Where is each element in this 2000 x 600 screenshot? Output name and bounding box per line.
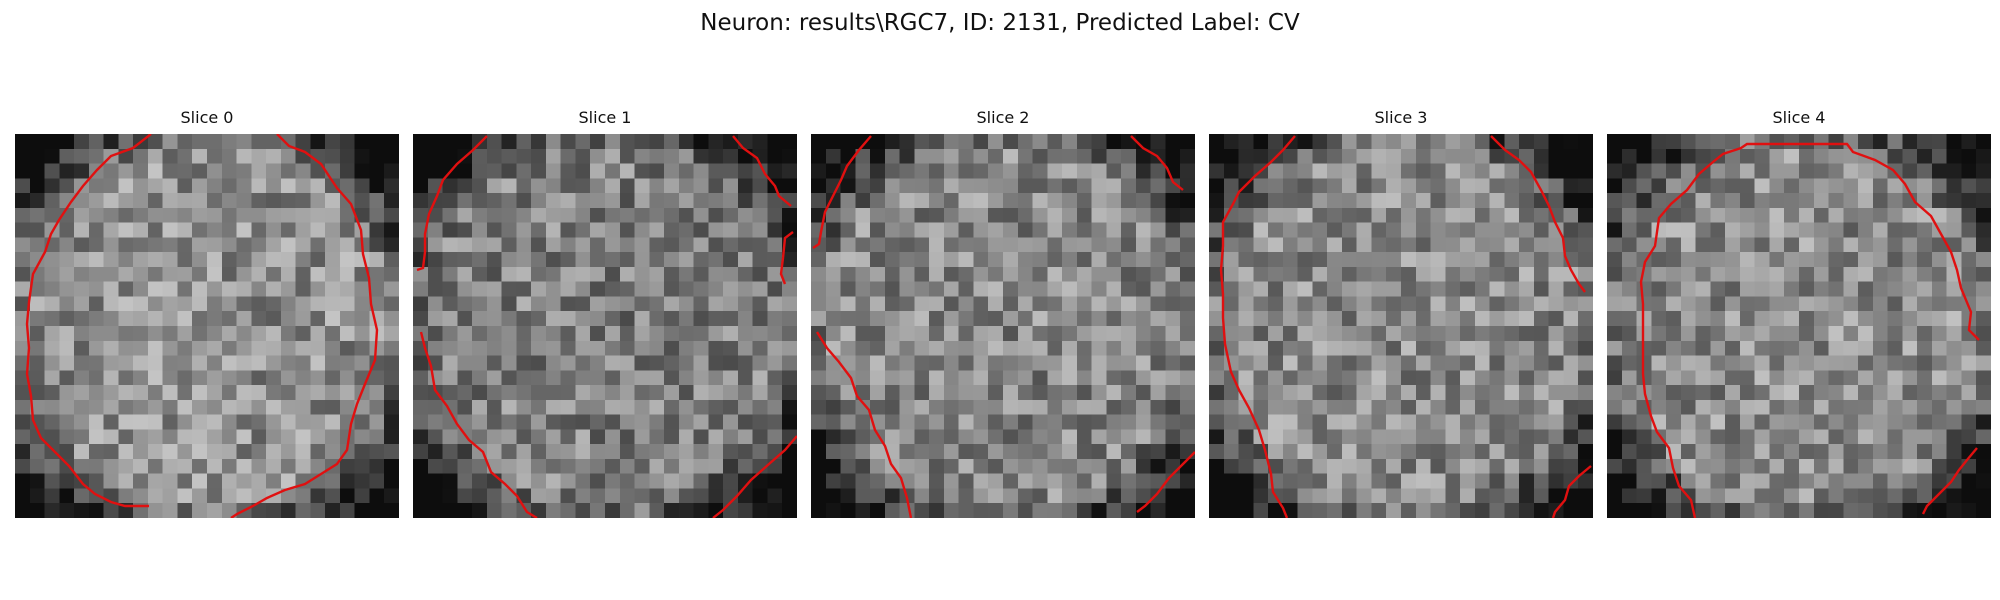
slice-panel-3: Slice 3 xyxy=(1209,108,1593,518)
slice-image-0 xyxy=(15,134,399,518)
figure-title: Neuron: results\RGC7, ID: 2131, Predicte… xyxy=(700,10,1300,36)
slice-title-4: Slice 4 xyxy=(1772,108,1826,127)
slice-image-3 xyxy=(1209,134,1593,518)
slice-image-2 xyxy=(811,134,1195,518)
slice-panel-0: Slice 0 xyxy=(15,108,399,518)
slice-image-4 xyxy=(1607,134,1991,518)
slice-image-1 xyxy=(413,134,797,518)
slice-title-2: Slice 2 xyxy=(976,108,1030,127)
slice-title-0: Slice 0 xyxy=(180,108,234,127)
slice-panel-4: Slice 4 xyxy=(1607,108,1991,518)
slice-panel-2: Slice 2 xyxy=(811,108,1195,518)
slice-title-1: Slice 1 xyxy=(578,108,632,127)
slice-title-3: Slice 3 xyxy=(1374,108,1428,127)
slice-panel-1: Slice 1 xyxy=(413,108,797,518)
